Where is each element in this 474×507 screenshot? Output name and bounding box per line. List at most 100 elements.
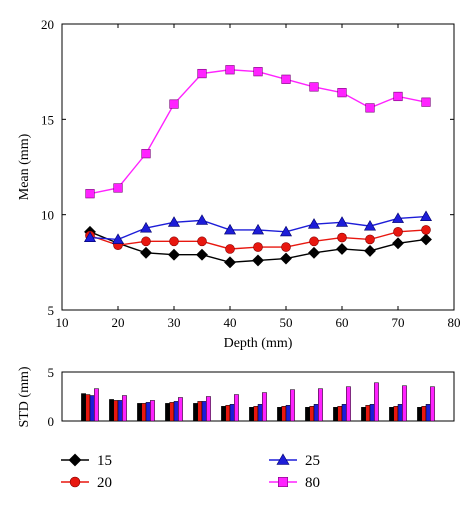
std-bar-15 — [333, 407, 338, 422]
std-bar-15 — [221, 406, 226, 422]
std-bar-20 — [393, 406, 399, 422]
data-point-25 — [111, 233, 125, 244]
x-tick-label: 20 — [112, 315, 125, 330]
data-point-80 — [85, 189, 95, 199]
std-bar-20 — [281, 406, 287, 422]
std-bar-25 — [369, 404, 375, 422]
std-bar-80 — [346, 386, 351, 422]
data-point-25 — [279, 225, 293, 237]
data-point-20 — [281, 242, 291, 252]
data-point-15 — [392, 237, 404, 250]
data-point-15 — [280, 252, 292, 265]
std-bar-25 — [341, 404, 347, 422]
mean-series — [83, 65, 433, 269]
x-tick-label: 70 — [392, 315, 405, 330]
std-bar-15 — [193, 403, 198, 422]
x-tick-label: 50 — [280, 315, 293, 330]
std-bar-80 — [262, 392, 267, 422]
std-bar-20 — [85, 394, 91, 422]
std-bar-15 — [305, 407, 310, 422]
legend-marker-20 — [69, 476, 81, 488]
data-point-20 — [169, 236, 179, 247]
series-80 — [85, 65, 431, 199]
std-bar-25 — [145, 402, 151, 422]
std-bar-80 — [206, 396, 211, 422]
x-tick-label: 10 — [56, 315, 69, 330]
std-bar-15 — [165, 403, 170, 422]
std-bar-15 — [277, 407, 282, 422]
data-point-20 — [309, 236, 319, 247]
legend-marker-25 — [276, 453, 290, 465]
std-bar-15 — [389, 407, 394, 422]
data-point-80 — [393, 91, 403, 102]
data-point-25 — [307, 218, 321, 229]
data-point-80 — [113, 183, 123, 193]
data-point-25 — [195, 214, 209, 225]
data-point-20 — [225, 244, 235, 254]
std-bar-20 — [365, 405, 371, 422]
legend: 15 25 20 80 — [61, 453, 320, 491]
std-bar-25 — [257, 404, 263, 422]
std-bar-15 — [109, 399, 114, 422]
std-bar-20 — [169, 402, 175, 422]
legend-label: 25 — [305, 453, 320, 469]
data-point-15 — [364, 244, 376, 257]
data-point-20 — [253, 242, 263, 252]
legend-marker-80 — [278, 477, 288, 487]
y-axis-label-std: STD (mm) — [17, 366, 32, 427]
data-point-15 — [252, 254, 264, 267]
x-tick-label: 80 — [448, 315, 461, 330]
data-point-20 — [197, 236, 207, 247]
std-bar-20 — [113, 400, 119, 422]
std-bar-25 — [397, 404, 403, 422]
std-bar-25 — [425, 404, 431, 422]
std-bar-80 — [318, 388, 323, 422]
std-bar-80 — [402, 385, 407, 422]
data-point-80 — [253, 67, 263, 77]
data-point-80 — [141, 149, 151, 159]
data-point-20 — [393, 227, 403, 237]
data-point-25 — [335, 216, 349, 227]
legend-label: 20 — [97, 475, 112, 491]
legend-item-20: 20 — [61, 475, 112, 491]
std-bar-80 — [430, 386, 435, 422]
std-bar-15 — [81, 393, 86, 422]
data-point-25 — [419, 210, 433, 221]
std-bar-80 — [150, 400, 155, 422]
data-point-80 — [309, 82, 319, 92]
std-chart: 0 5 STD (mm) — [17, 365, 455, 429]
std-y-tick-label: 5 — [48, 365, 55, 380]
std-bar-20 — [309, 406, 315, 422]
std-bar-15 — [417, 407, 422, 422]
std-bar-20 — [225, 405, 231, 422]
x-tick-label: 40 — [224, 315, 237, 330]
std-y-tick-label: 0 — [48, 414, 55, 429]
std-bar-80 — [94, 388, 99, 422]
std-bar-80 — [234, 394, 239, 422]
data-point-15 — [336, 243, 348, 255]
data-point-80 — [337, 88, 347, 98]
data-point-80 — [197, 68, 207, 79]
data-point-25 — [391, 212, 405, 223]
std-bar-25 — [117, 400, 123, 422]
series-line-80 — [89, 69, 427, 195]
data-point-15 — [140, 246, 152, 259]
mean-plot-frame — [61, 23, 455, 311]
x-tick-label: 60 — [336, 315, 349, 330]
data-point-20 — [421, 225, 431, 235]
data-point-80 — [225, 65, 235, 75]
legend-label: 15 — [97, 453, 112, 469]
legend-item-15: 15 — [61, 453, 112, 469]
data-point-20 — [141, 236, 151, 247]
y-tick-label: 15 — [41, 112, 54, 127]
std-bar-15 — [137, 403, 142, 422]
std-bars — [81, 382, 435, 422]
std-bar-20 — [197, 401, 203, 422]
data-point-15 — [224, 256, 236, 269]
std-bar-80 — [122, 395, 127, 422]
data-point-15 — [308, 246, 320, 259]
data-point-25 — [251, 223, 265, 235]
